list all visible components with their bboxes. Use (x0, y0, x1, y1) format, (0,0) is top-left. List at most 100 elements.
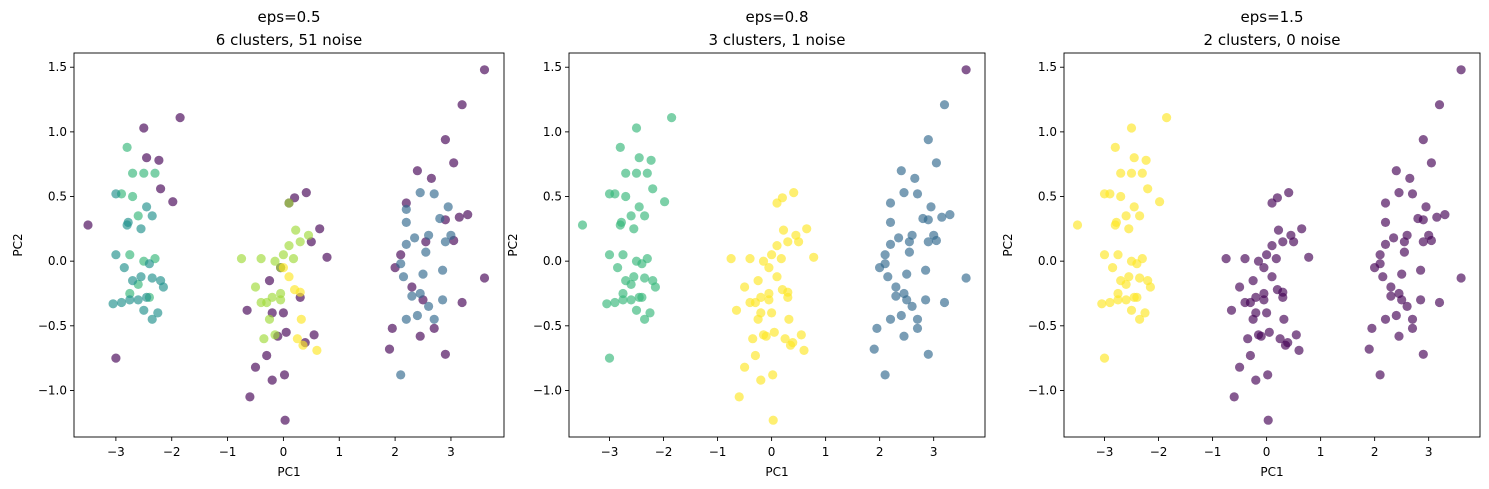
data-point (1072, 220, 1083, 230)
data-point (133, 211, 143, 221)
data-point (753, 314, 763, 324)
data-point (631, 168, 642, 178)
data-point (276, 295, 286, 305)
data-point (740, 282, 750, 292)
data-point (1434, 297, 1445, 308)
data-point (396, 259, 406, 269)
data-point (435, 213, 445, 224)
data-point (667, 113, 677, 123)
x-tick-label: −1 (709, 445, 727, 459)
data-point (1135, 314, 1145, 324)
x-tick-label: 0 (1263, 445, 1271, 459)
data-point (809, 252, 819, 262)
data-point (1263, 415, 1273, 425)
data-point (128, 276, 138, 286)
data-point (778, 225, 789, 235)
data-point (642, 168, 652, 178)
data-point (937, 212, 947, 222)
y-tick-label: −1.0 (533, 383, 562, 397)
data-point (1418, 349, 1428, 359)
data-point (147, 273, 157, 283)
y-tick-label: 0.0 (1038, 254, 1057, 268)
data-point (396, 250, 406, 260)
data-point (1380, 198, 1391, 208)
data-point (440, 237, 450, 247)
data-point (410, 233, 420, 243)
data-point (577, 220, 588, 230)
data-point (931, 158, 942, 168)
data-point (923, 215, 933, 225)
data-point (301, 188, 311, 198)
data-point (322, 252, 332, 262)
data-point (1278, 292, 1288, 302)
data-point (1391, 310, 1401, 321)
data-point (613, 263, 623, 273)
data-point (1279, 314, 1289, 324)
data-point (1124, 224, 1134, 234)
data-point (111, 250, 121, 260)
data-point (615, 220, 625, 230)
data-point (764, 263, 774, 273)
data-point (1432, 212, 1442, 222)
x-tick-label: −1 (219, 445, 237, 459)
data-point (768, 370, 778, 380)
data-point (1113, 295, 1123, 305)
data-point (401, 314, 411, 324)
x-tick-label: −3 (107, 445, 125, 459)
data-point (907, 301, 917, 311)
data-point (116, 297, 127, 308)
data-point (772, 272, 782, 282)
data-point (1391, 166, 1401, 176)
data-point (1456, 65, 1466, 75)
data-point (1235, 282, 1245, 292)
subplot-title-line1: eps=0.8 (746, 8, 809, 26)
data-point (156, 184, 166, 194)
data-point (1259, 295, 1269, 305)
x-tick-label: −3 (601, 445, 619, 459)
data-point (1129, 202, 1139, 212)
data-point (1259, 288, 1269, 299)
data-point (250, 362, 261, 372)
data-point (440, 349, 450, 359)
data-point (764, 288, 774, 299)
data-point (429, 314, 439, 324)
data-point (1135, 273, 1145, 283)
data-point (449, 158, 459, 168)
data-point (284, 272, 294, 282)
x-tick-label: 1 (335, 445, 343, 459)
data-point (1397, 295, 1407, 305)
data-point (618, 250, 628, 260)
data-point (142, 153, 152, 163)
data-point (1113, 288, 1123, 299)
data-point (1251, 375, 1261, 385)
plot-frame (568, 52, 986, 438)
data-point (479, 65, 490, 75)
data-point (604, 189, 615, 199)
subplot-eps-0-5: eps=0.5 6 clusters, 51 noise PC1 PC2 −3 −… (11, 8, 505, 479)
data-point (1283, 338, 1293, 348)
data-point (769, 327, 779, 337)
data-point (1121, 295, 1131, 305)
data-point (1418, 215, 1428, 225)
data-point (634, 202, 644, 212)
data-point (1267, 272, 1277, 282)
y-tick-label: 0.0 (48, 254, 67, 268)
data-point (412, 310, 422, 321)
y-tick-label: 1.0 (48, 125, 67, 139)
data-point (128, 168, 138, 178)
data-point (912, 189, 923, 199)
data-point (407, 291, 417, 301)
data-point (1116, 168, 1126, 178)
data-point (457, 297, 467, 308)
data-point (891, 291, 901, 301)
data-point (1273, 225, 1284, 235)
subplot-eps-0-8: eps=0.8 3 clusters, 1 noise PC1 PC2 −3 −2… (506, 8, 986, 479)
y-axis-label: PC2 (11, 233, 25, 256)
data-point (256, 254, 266, 264)
data-point (108, 299, 118, 309)
data-point (1253, 256, 1264, 266)
data-point (910, 173, 920, 183)
data-point (780, 334, 790, 344)
data-point (443, 202, 453, 212)
data-point (421, 247, 431, 257)
